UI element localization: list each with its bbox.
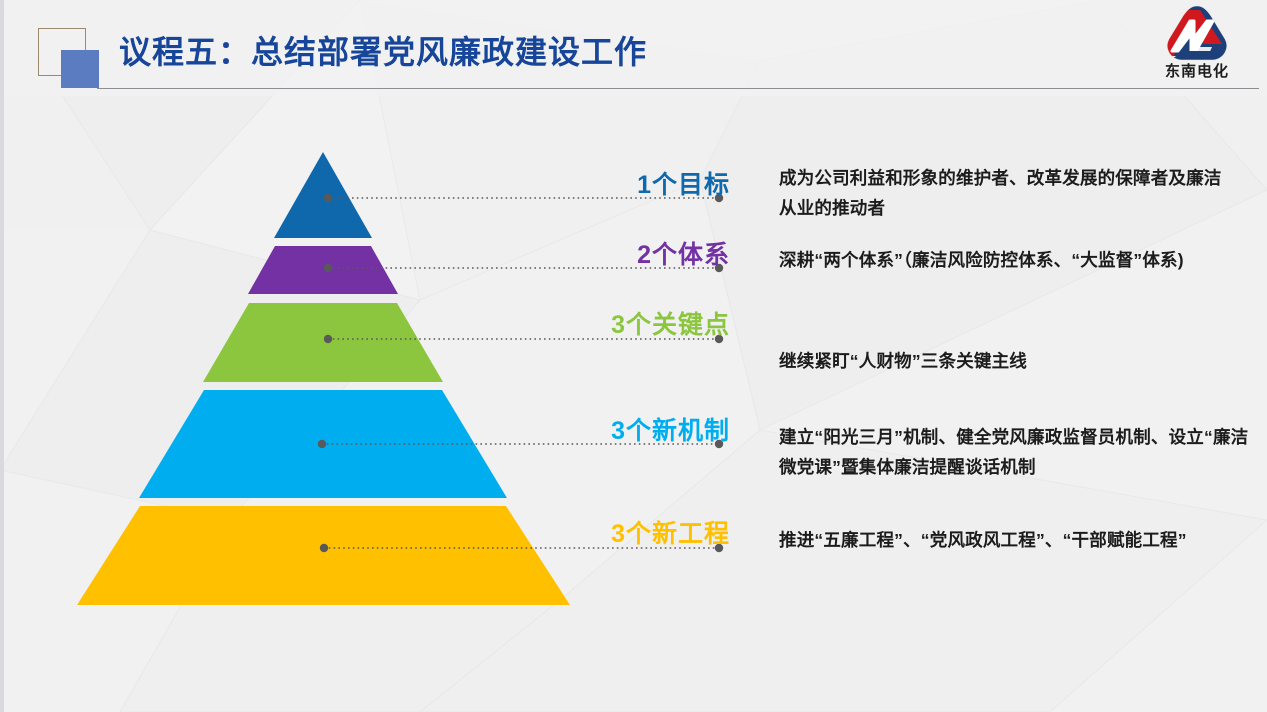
connector-start-dot-4 xyxy=(317,439,327,449)
pyramid-label-2[interactable]: 2个体系 xyxy=(637,241,730,269)
pyramid-description-3: 继续紧盯“人财物”三条关键主线 xyxy=(779,351,1027,371)
pyramid-level-5-shape[interactable] xyxy=(77,506,570,605)
connector-start-dot-2 xyxy=(323,263,333,273)
logo-mark-icon xyxy=(1166,5,1228,61)
connector-start-dot-5 xyxy=(319,543,329,553)
slide-header: 议程五：总结部署党风廉政建设工作 xyxy=(0,0,1267,100)
connector-end-dot-3 xyxy=(714,334,724,344)
page-title: 议程五：总结部署党风廉政建设工作 xyxy=(119,34,648,70)
connector-start-dot-1 xyxy=(323,193,333,203)
decorative-square-filled xyxy=(61,50,99,88)
connector-end-dot-2 xyxy=(714,263,724,273)
pyramid-label-4[interactable]: 3个新机制 xyxy=(611,417,730,445)
pyramid-description-2: 深耕“两个体系”（廉洁风险防控体系、“大监督”体系) xyxy=(779,250,1184,270)
pyramid-label-3[interactable]: 3个关键点 xyxy=(611,311,730,339)
pyramid-description-4: 建立“阳光三月”机制、健全党风廉政监督员机制、设立“廉洁微党课”暨集体廉洁提醒谈… xyxy=(779,427,1249,477)
connector-start-dot-3 xyxy=(323,334,333,344)
pyramid-label-1[interactable]: 1个目标 xyxy=(637,171,730,199)
connector-end-dot-5 xyxy=(714,543,724,553)
pyramid-description-5: 推进“五廉工程”、“党风政风工程”、“干部赋能工程” xyxy=(779,530,1187,550)
title-divider xyxy=(97,88,1259,89)
pyramid-level-2-shape[interactable] xyxy=(248,246,398,294)
company-logo: 东南电化 xyxy=(1137,4,1257,81)
logo-company-name: 东南电化 xyxy=(1164,63,1229,80)
connector-end-dot-4 xyxy=(714,439,724,449)
pyramid-description-1: 成为公司利益和形象的维护者、改革发展的保障者及廉洁从业的推动者 xyxy=(779,168,1222,218)
pyramid-level-3-shape[interactable] xyxy=(203,303,443,382)
pyramid-level-1-shape[interactable] xyxy=(274,152,372,238)
pyramid-label-5[interactable]: 3个新工程 xyxy=(611,520,730,548)
connector-end-dot-1 xyxy=(714,193,724,203)
